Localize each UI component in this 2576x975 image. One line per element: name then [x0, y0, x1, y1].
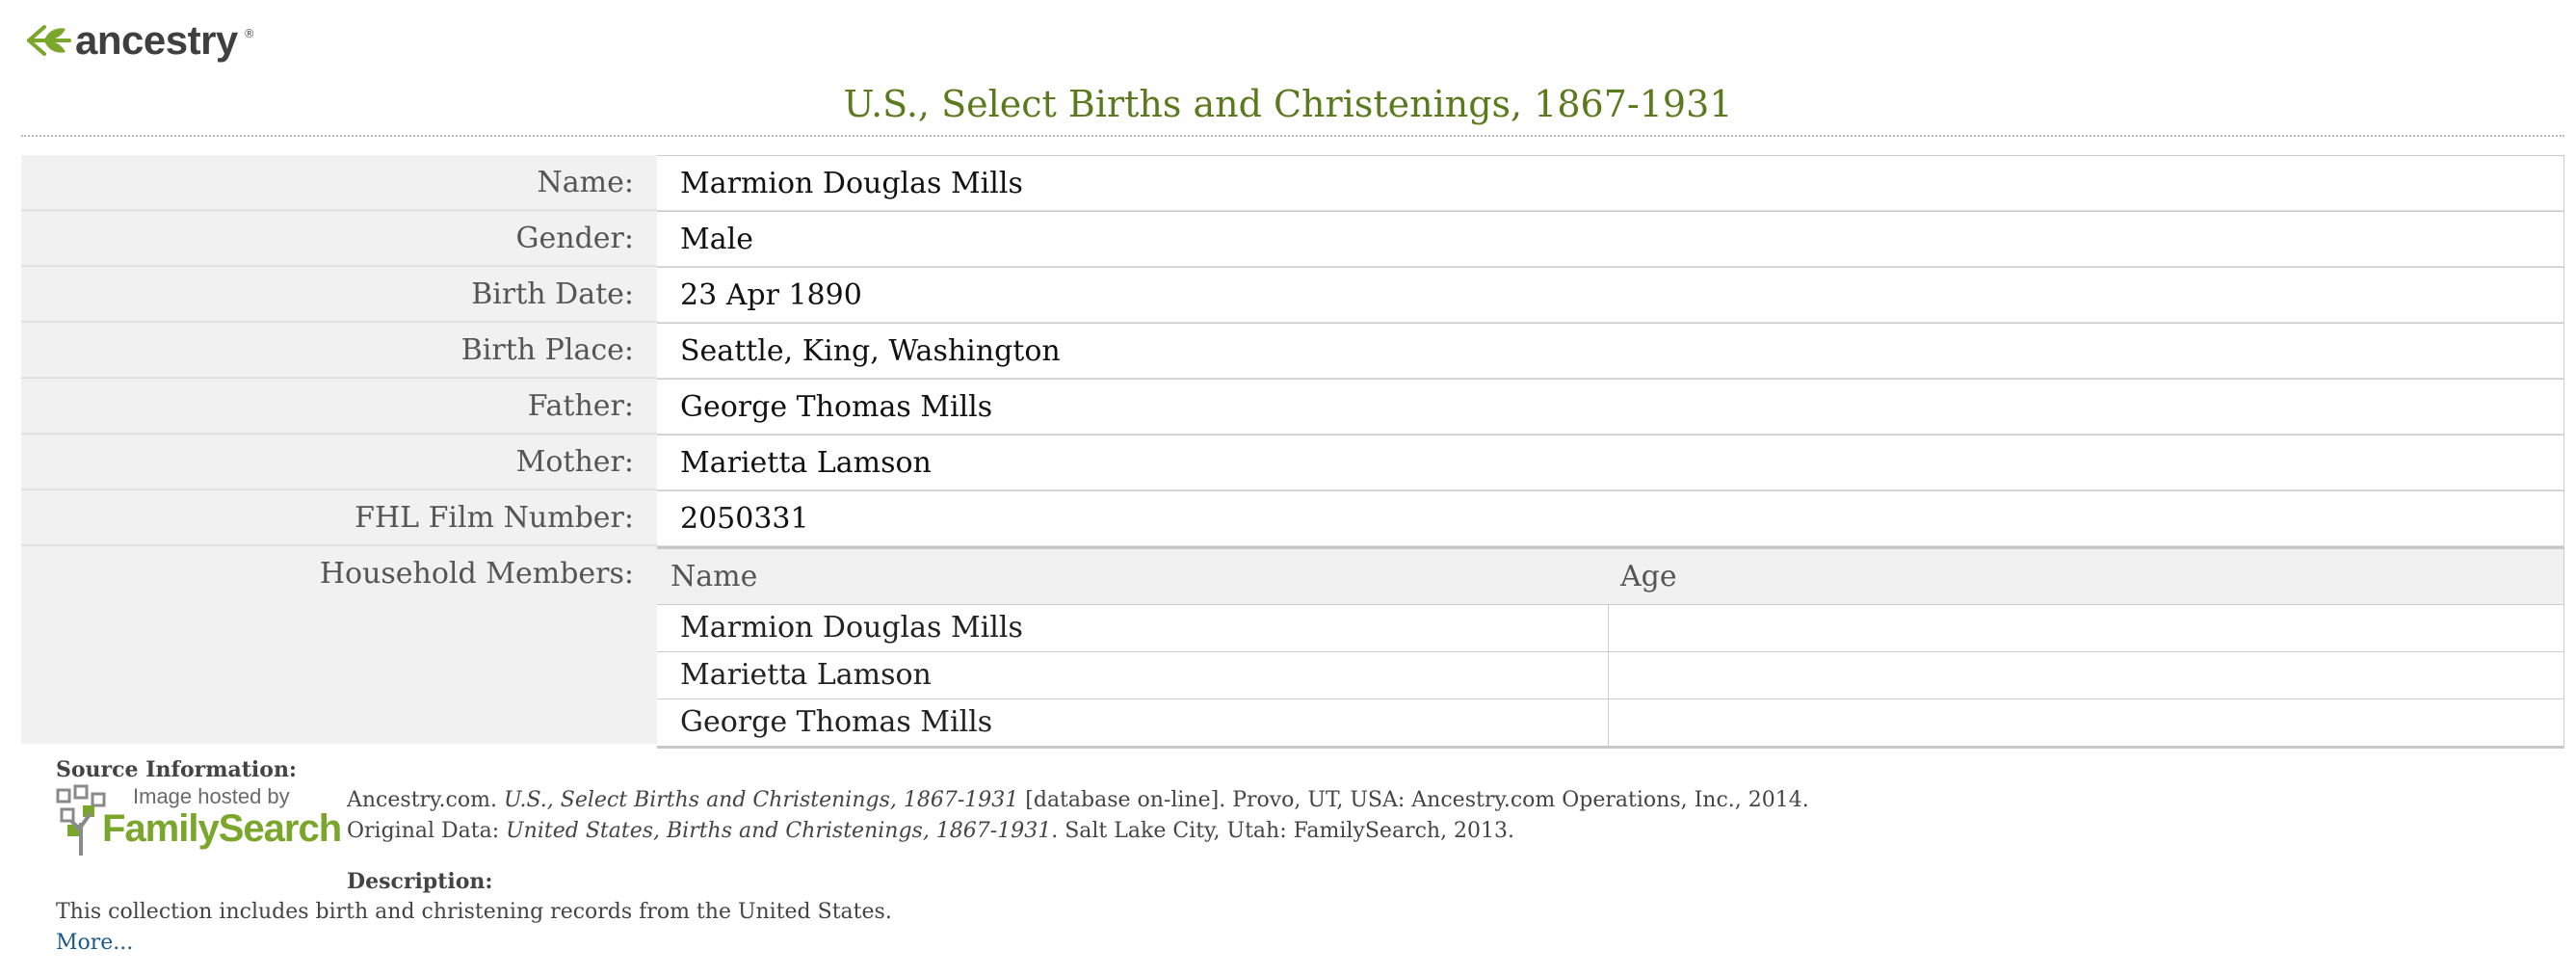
field-row-household-members: Household Members: Name Age Marmion Doug… [21, 546, 2564, 749]
citation-prefix: Ancestry.com. [347, 788, 504, 812]
household-row: Marmion Douglas Mills [657, 604, 2563, 651]
field-label: Mother: [21, 435, 657, 489]
more-link[interactable]: More... [56, 931, 134, 955]
field-row-name: Name: Marmion Douglas Mills [21, 155, 2564, 211]
title-divider [21, 135, 2564, 137]
citation-prefix: Original Data: [347, 819, 507, 843]
page-title: U.S., Select Births and Christenings, 18… [843, 83, 1733, 125]
field-label: Gender: [21, 211, 657, 266]
field-row-fhl-film-number: FHL Film Number: 2050331 [21, 490, 2564, 546]
description-text: This collection includes birth and chris… [56, 900, 892, 924]
household-member-age [1609, 699, 2563, 746]
record-table: Name: Marmion Douglas Mills Gender: Male… [21, 155, 2564, 749]
leaf-icon [27, 25, 71, 56]
field-value: Seattle, King, Washington [657, 323, 2564, 378]
household-table-header: Name Age [657, 549, 2563, 604]
household-member-age [1609, 652, 2563, 698]
citation-title: U.S., Select Births and Christenings, 18… [503, 788, 1019, 812]
field-value: George Thomas Mills [657, 379, 2564, 434]
field-value: 2050331 [657, 490, 2564, 545]
household-member-name[interactable]: Marmion Douglas Mills [657, 605, 1609, 651]
field-row-gender: Gender: Male [21, 211, 2564, 267]
ancestry-logo[interactable]: ancestry ® [27, 13, 255, 67]
logo-trademark: ® [243, 27, 255, 40]
field-value: 23 Apr 1890 [657, 267, 2564, 322]
household-member-name[interactable]: Marietta Lamson [657, 652, 1609, 698]
field-row-father: Father: George Thomas Mills [21, 379, 2564, 435]
description-heading: Description: [347, 869, 493, 894]
field-value: Male [657, 211, 2564, 266]
household-row: George Thomas Mills [657, 698, 2563, 749]
field-label: Name: [21, 155, 657, 210]
field-label: FHL Film Number: [21, 490, 657, 545]
citation-ancestry: Ancestry.com. U.S., Select Births and Ch… [347, 788, 1809, 812]
field-value: Marmion Douglas Mills [657, 155, 2564, 210]
column-header-age: Age [1620, 560, 1677, 593]
household-member-name[interactable]: George Thomas Mills [657, 699, 1609, 746]
field-value: Marietta Lamson [657, 435, 2564, 489]
household-row: Marietta Lamson [657, 651, 2563, 698]
family-tree-icon [56, 784, 106, 856]
household-table: Name Age Marmion Douglas Mills Marietta … [657, 546, 2564, 749]
citation-suffix: . Salt Lake City, Utah: FamilySearch, 20… [1051, 819, 1515, 843]
field-row-mother: Mother: Marietta Lamson [21, 435, 2564, 490]
field-label: Household Members: [21, 546, 657, 744]
field-row-birth-place: Birth Place: Seattle, King, Washington [21, 323, 2564, 379]
citation-original-data: Original Data: United States, Births and… [347, 819, 1514, 843]
household-member-age [1609, 605, 2563, 651]
familysearch-name: FamilySearch [102, 807, 342, 850]
field-row-birth-date: Birth Date: 23 Apr 1890 [21, 267, 2564, 323]
source-heading: Source Information: [56, 757, 298, 782]
field-label: Birth Date: [21, 267, 657, 322]
familysearch-logo[interactable]: Image hosted by FamilySearch [54, 784, 342, 857]
citation-suffix: [database on-line]. Provo, UT, USA: Ance… [1018, 788, 1809, 812]
column-header-name: Name [670, 560, 758, 593]
hosted-by-label: Image hosted by [133, 784, 290, 808]
field-label: Father: [21, 379, 657, 434]
citation-title: United States, Births and Christenings, … [506, 819, 1052, 843]
field-label: Birth Place: [21, 323, 657, 378]
logo-text: ancestry [75, 17, 238, 63]
